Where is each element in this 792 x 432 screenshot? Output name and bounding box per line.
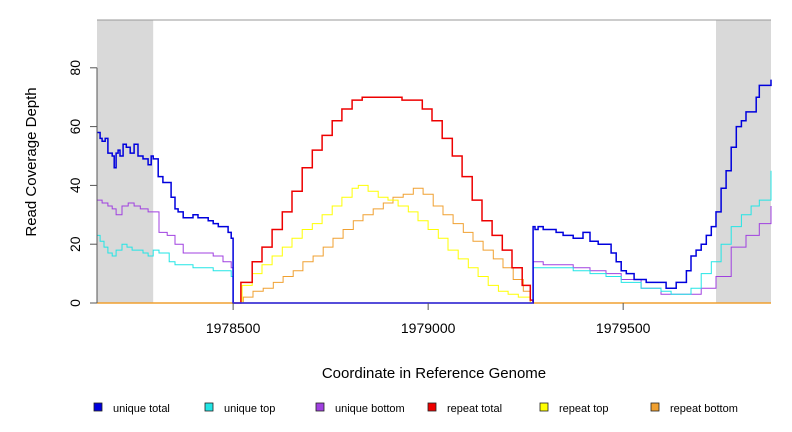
series-line-unique-total [97, 79, 772, 304]
plot-frame [97, 20, 771, 303]
series-line-repeat-top [233, 184, 531, 304]
y-tick-label: 60 [67, 119, 83, 135]
legend-swatch [539, 402, 549, 412]
legend-label: unique top [224, 403, 275, 415]
legend-swatch [204, 402, 214, 412]
y-axis-title: Read Coverage Depth [23, 87, 40, 236]
x-tick-label: 1978500 [206, 320, 261, 336]
y-tick-label: 80 [67, 60, 83, 76]
y-tick-label: 40 [67, 177, 83, 193]
legend-label: repeat bottom [670, 403, 738, 415]
legend-swatch [93, 402, 103, 412]
y-tick-label: 0 [67, 299, 83, 307]
legend-swatch [427, 402, 437, 412]
legend-label: unique bottom [335, 403, 405, 415]
series-line-unique-bottom [97, 199, 772, 304]
shaded-region [716, 20, 771, 303]
legend-label: repeat top [559, 403, 609, 415]
x-axis-title: Coordinate in Reference Genome [322, 365, 546, 382]
legend-label: repeat total [447, 403, 502, 415]
legend-label: unique total [113, 403, 170, 415]
shaded-region [97, 20, 154, 303]
x-tick-label: 1979500 [596, 320, 651, 336]
series-line-repeat-total [233, 96, 534, 304]
series-line-unique-top [97, 170, 772, 304]
x-tick-label: 1979000 [401, 320, 456, 336]
legend-swatch [650, 402, 660, 412]
legend: unique total unique top unique bottom repea… [93, 402, 738, 415]
y-tick-label: 20 [67, 236, 83, 252]
series-line-repeat-bottom [233, 187, 531, 304]
legend-swatch [315, 402, 325, 412]
